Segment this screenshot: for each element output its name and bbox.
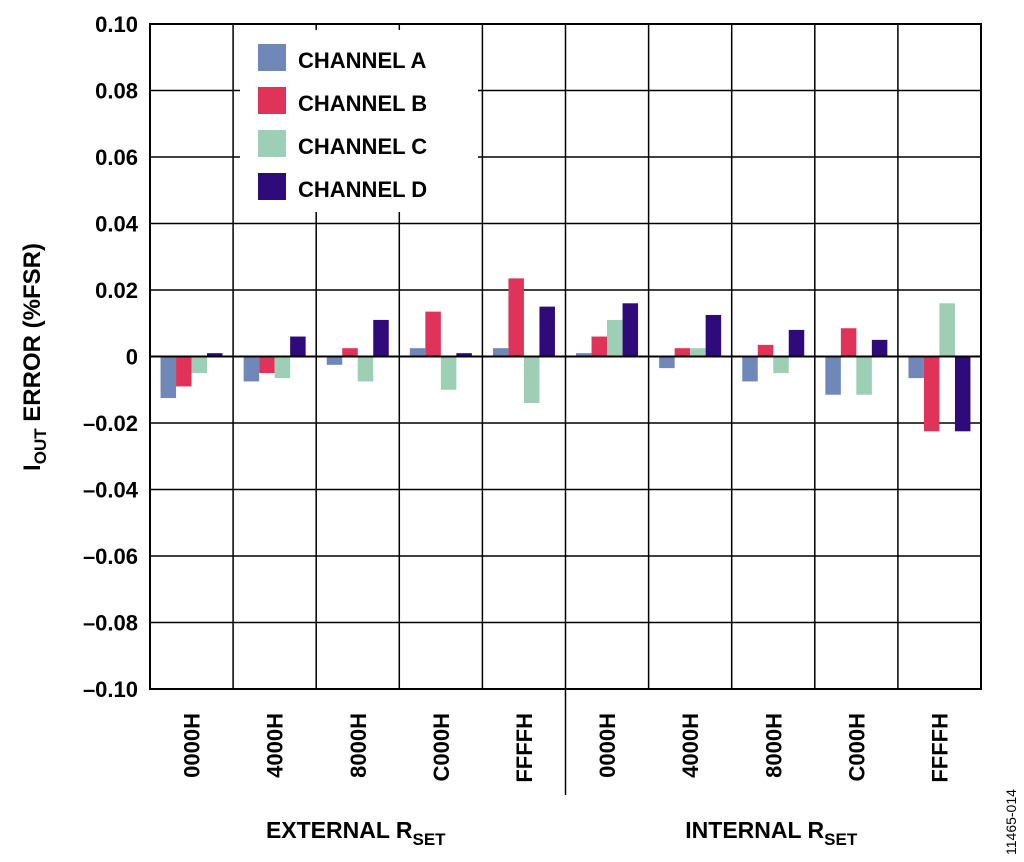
bar	[342, 348, 358, 357]
y-tick-label: 0.08	[95, 79, 138, 104]
bar	[757, 344, 774, 357]
bar	[326, 356, 343, 365]
bar	[274, 356, 291, 379]
legend-swatch	[258, 130, 286, 157]
bar	[259, 356, 275, 374]
bar	[856, 356, 872, 395]
legend-swatch	[258, 87, 286, 114]
bar	[705, 314, 722, 357]
y-tick-label: –0.10	[83, 677, 138, 702]
bar	[622, 303, 639, 357]
bars	[160, 278, 971, 432]
group-labels: EXTERNAL RSET INTERNAL RSET	[266, 817, 858, 849]
x-category-label: FFFFH	[927, 713, 952, 783]
legend-label: CHANNEL A	[298, 48, 426, 73]
x-category-label: 4000H	[678, 713, 703, 778]
bar	[160, 356, 177, 399]
x-category-label: 8000H	[761, 713, 786, 778]
y-axis-label: IOUT ERROR (%FSR)	[19, 243, 50, 471]
bar	[840, 328, 857, 357]
legend-label: CHANNEL C	[298, 134, 427, 159]
bar	[508, 278, 524, 357]
bar	[191, 356, 208, 374]
y-tick-label: –0.04	[83, 478, 139, 503]
bar	[674, 348, 691, 357]
bar	[456, 353, 472, 357]
y-tick-label: 0.02	[95, 278, 138, 303]
legend: CHANNEL A CHANNEL B CHANNEL C CHANNEL D	[240, 30, 478, 212]
x-category-label: 8000H	[346, 713, 371, 778]
bar	[243, 356, 260, 382]
figure-id: 11465-014	[1003, 789, 1019, 855]
bar	[523, 356, 540, 404]
bar	[690, 348, 706, 357]
bar	[908, 356, 924, 379]
x-category-label: C000H	[844, 713, 869, 781]
y-tick-label: 0.06	[95, 145, 138, 170]
legend-swatch	[258, 44, 286, 71]
legend-swatch	[258, 173, 286, 200]
y-tick-label: 0.10	[95, 12, 138, 37]
legend-label: CHANNEL D	[298, 177, 427, 202]
bar	[954, 356, 971, 432]
bar	[290, 336, 306, 357]
bar	[788, 329, 805, 357]
legend-label: CHANNEL B	[298, 91, 427, 116]
bar	[825, 356, 841, 395]
y-tick-label: 0.04	[95, 212, 139, 237]
x-category-label: 4000H	[263, 713, 288, 778]
group-label: EXTERNAL RSET	[266, 817, 446, 849]
bar	[659, 356, 675, 369]
bar	[492, 348, 509, 357]
bar	[607, 319, 623, 357]
bar	[409, 348, 426, 357]
bar	[742, 356, 758, 382]
bar	[773, 356, 789, 374]
bar	[440, 356, 457, 390]
x-category-label: FFFFH	[512, 713, 537, 783]
bar	[939, 303, 955, 357]
y-tick-label: –0.06	[83, 544, 138, 569]
bar	[576, 353, 592, 357]
y-tick-label: 0	[126, 345, 138, 370]
x-category-label: C000H	[429, 713, 454, 781]
bar	[207, 353, 223, 357]
bar	[539, 306, 555, 357]
bar	[871, 339, 888, 357]
x-category-labels: 0000H 4000H 8000H C000H FFFFH 0000H 4000H 8000H…	[180, 713, 953, 783]
x-category-label: 0000H	[595, 713, 620, 778]
y-tick-label: –0.02	[83, 411, 138, 436]
bar	[373, 319, 389, 357]
bar	[425, 311, 441, 357]
y-tick-label: –0.08	[83, 611, 138, 636]
group-label: INTERNAL RSET	[685, 817, 858, 849]
bar	[176, 356, 192, 387]
y-tick-labels: 0.10 0.08 0.06 0.04 0.02 0 –0.02 –0.04 –0.06 –0.0…	[83, 12, 139, 702]
bar	[591, 336, 608, 357]
bar	[357, 356, 374, 382]
bar	[923, 356, 940, 432]
x-category-label: 0000H	[180, 713, 205, 778]
